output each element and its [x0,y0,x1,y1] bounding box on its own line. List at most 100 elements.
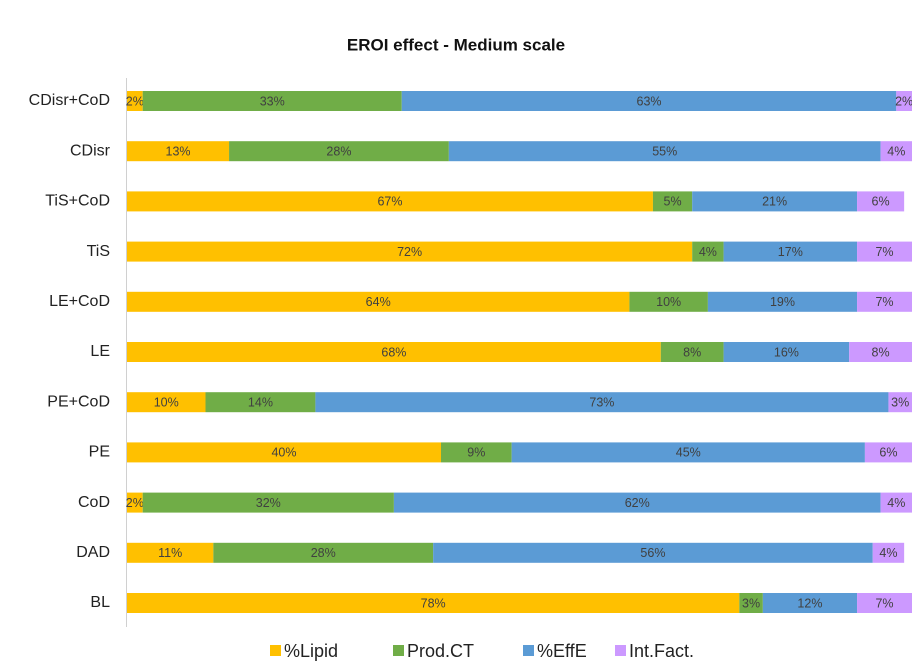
bar-segment [127,342,661,362]
bar-segment [127,291,630,312]
legend-swatch [615,645,626,656]
data-label: 3% [891,395,909,409]
bar-segment [692,241,724,262]
bar-segment [127,141,230,162]
data-label: 2% [126,496,144,510]
bar-segment [880,492,912,513]
data-label: 7% [875,245,893,259]
data-label: 5% [664,195,682,209]
bar-segment [707,291,858,312]
data-label: 28% [311,546,336,560]
data-label: 11% [158,546,182,560]
bar-segment [762,593,858,613]
legend-label: %EffE [537,641,587,661]
data-label: 21% [762,195,787,209]
y-tick-label: CDisr [70,142,111,159]
data-label: 8% [872,345,890,359]
bar-segment [652,191,693,212]
bar-segment [142,492,394,513]
bar-segment [880,141,912,162]
bar-segment [660,342,724,362]
data-label: 16% [774,345,799,359]
data-label: 28% [326,144,351,158]
bar-segment [723,241,858,262]
data-label: 45% [676,446,701,460]
data-label: 2% [126,94,144,108]
data-label: 33% [260,94,285,108]
y-tick-label: CDisr+CoD [29,92,110,109]
data-label: 19% [770,295,795,309]
data-label: 7% [875,596,893,610]
y-tick-label: DAD [76,544,110,561]
data-label: 68% [381,345,406,359]
data-label: 10% [656,295,681,309]
data-label: 6% [872,195,890,209]
bar-segment [441,442,512,463]
legend-label: %Lipid [284,641,338,661]
y-tick-label: TiS+CoD [45,193,110,210]
bar-segment [723,342,850,362]
data-label: 10% [154,395,179,409]
bar-segment [448,141,881,162]
data-label: 13% [166,144,191,158]
bar-segment [849,342,912,362]
data-label: 73% [589,395,614,409]
data-label: 4% [887,496,905,510]
data-label: 67% [377,195,402,209]
y-tick-label: PE [89,444,110,461]
data-label: 3% [742,596,760,610]
data-label: 40% [271,446,296,460]
bar-segment [127,392,206,413]
bar-segment [127,442,441,463]
data-label: 64% [366,295,391,309]
bar-segment [739,593,763,613]
bar-segment [142,91,402,111]
legend-label: Prod.CT [407,641,474,661]
bar-segment [393,492,881,513]
data-label: 32% [256,496,281,510]
data-label: 17% [778,245,803,259]
y-tick-label: BL [90,594,110,611]
legend-swatch [393,645,404,656]
data-label: 72% [397,245,422,259]
data-label: 6% [879,446,897,460]
data-label: 9% [467,446,485,460]
bar-segment [127,492,143,513]
legend-swatch [523,645,534,656]
bar-segment [864,442,912,463]
bar-segment [857,191,905,212]
legend-swatch [270,645,281,656]
bar-segment [511,442,865,463]
bar-segment [857,291,912,312]
y-tick-label: TiS [87,243,110,260]
data-label: 14% [248,395,273,409]
bar-segment [857,593,912,613]
data-label: 55% [652,144,677,158]
bar-segment [127,91,143,111]
legend-label: Int.Fact. [629,641,694,661]
data-label: 4% [887,144,905,158]
data-label: 4% [879,546,897,560]
data-label: 62% [625,496,650,510]
bar-segment [315,392,889,413]
data-label: 12% [797,596,822,610]
bar-segment [205,392,316,413]
bar-segment [401,91,897,111]
data-label: 2% [895,94,912,108]
y-tick-label: LE+CoD [49,293,110,310]
bar-segment [213,542,434,563]
data-label: 7% [875,295,893,309]
bar-segment [857,241,912,262]
y-tick-label: CoD [78,494,110,511]
bar-segment [127,191,653,212]
bar-segment [433,542,873,563]
data-label: 78% [421,596,446,610]
bar-segment [127,542,214,563]
bar-segment [127,593,740,613]
bar-segment [629,291,708,312]
bar-segment [888,392,912,413]
y-tick-label: LE [90,343,110,360]
bar-segment [896,91,912,111]
bar-segment [692,191,858,212]
